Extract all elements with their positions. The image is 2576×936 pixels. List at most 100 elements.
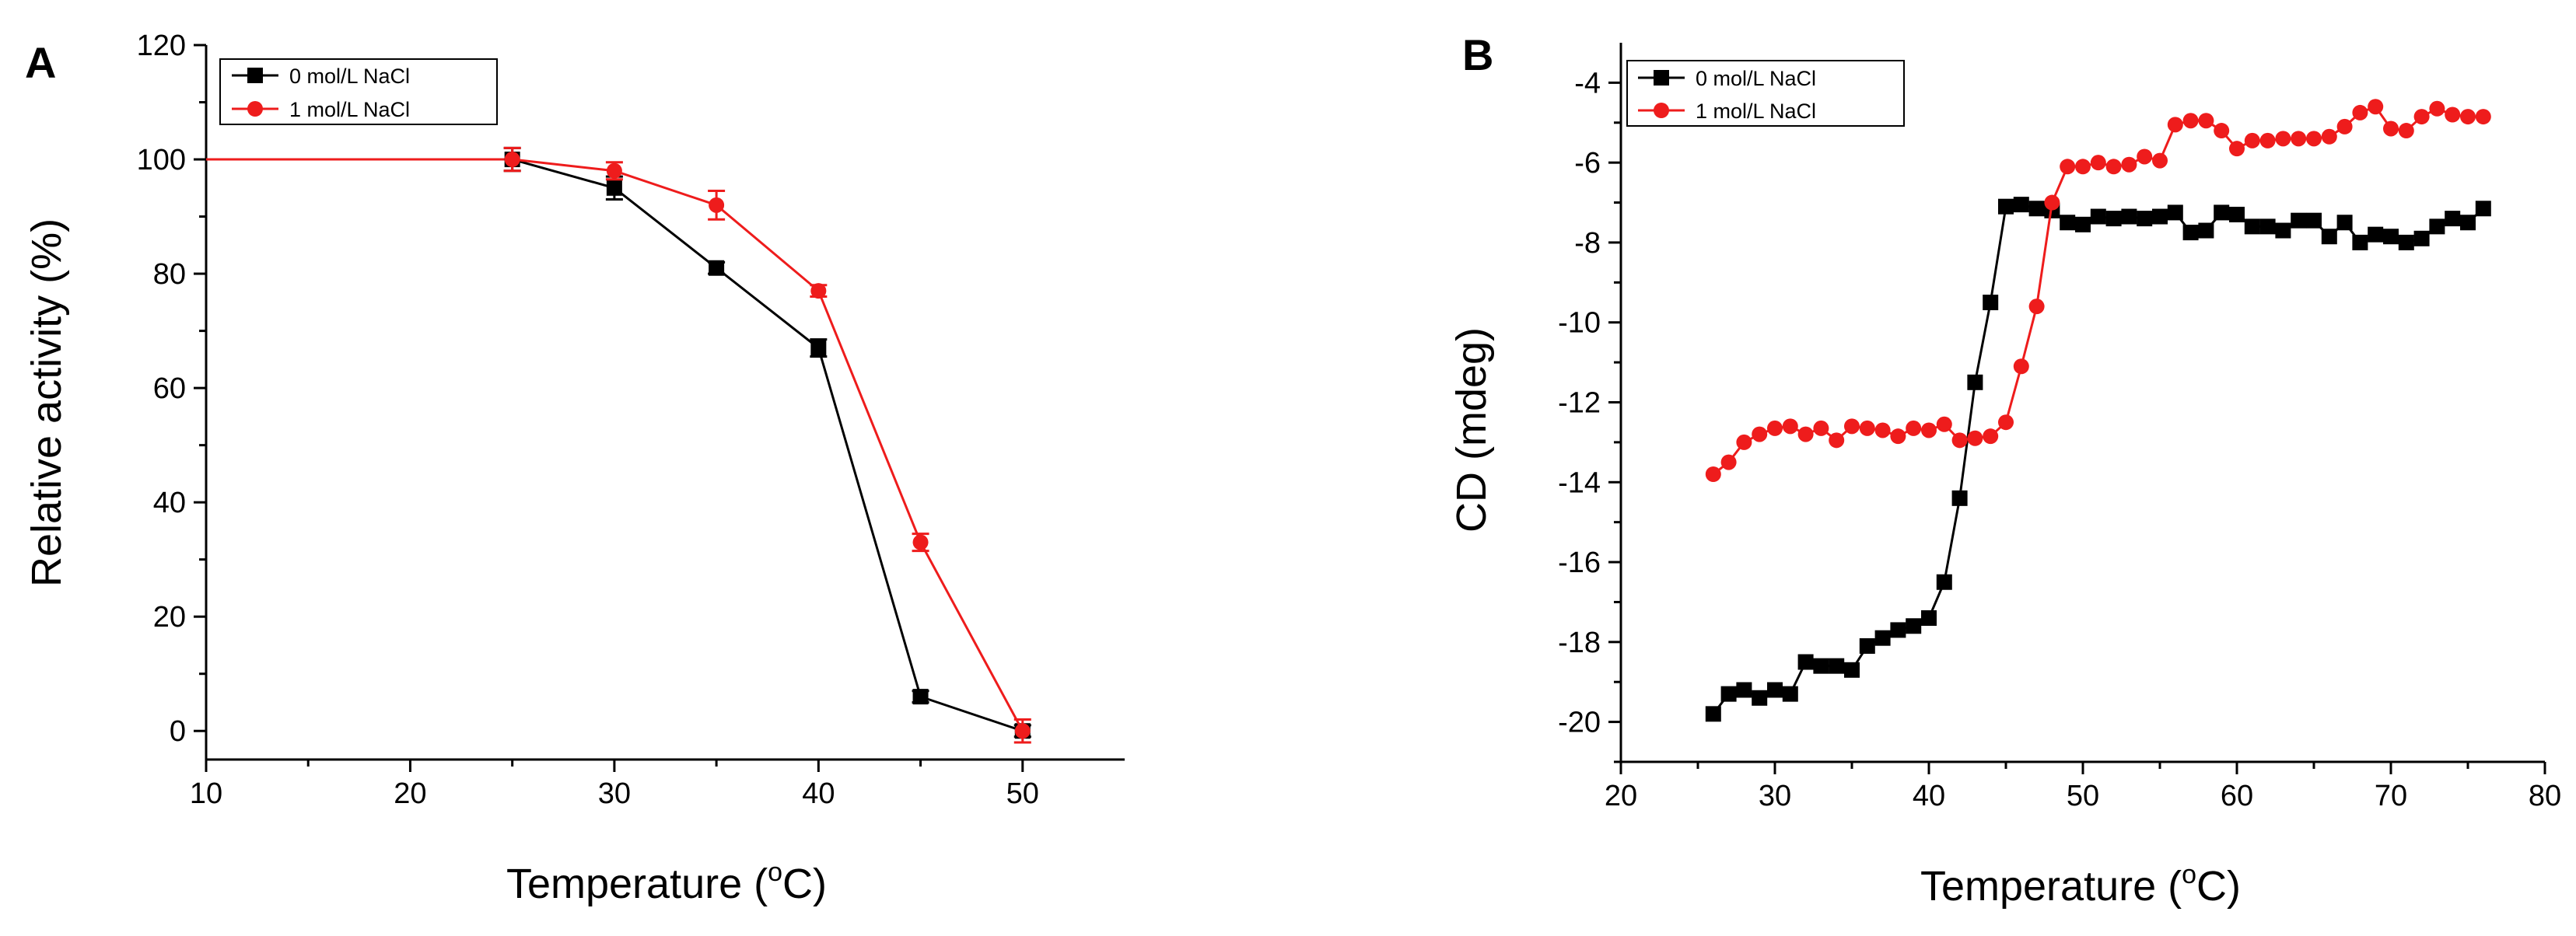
panel-b-y-axis-label: CD (mdeg) — [1448, 327, 1495, 533]
panel-b-data-point — [1859, 420, 1875, 436]
panel-a-y-tick-label: 80 — [153, 258, 186, 291]
panel-a-series-line-0 — [512, 158, 1024, 732]
panel-b-data-point — [2291, 212, 2307, 229]
panel-b-data-point — [2152, 152, 2168, 169]
panel-a-series-line-1 — [512, 158, 1024, 732]
panel-a-data-point — [504, 152, 520, 168]
panel-b-y-tick-label: -4 — [1574, 67, 1601, 100]
panel-b-data-point — [1782, 418, 1798, 435]
panel-b-data-point — [1951, 432, 1968, 449]
panel-b-data-point — [1767, 682, 1783, 698]
panel-a-plot-area — [206, 146, 1031, 744]
panel-a: A 10 20 30 40 50 0 20 40 60 80 100 120 Relative act… — [23, 30, 1125, 907]
panel-b-data-point — [2121, 156, 2137, 173]
panel-b-data-point — [1983, 428, 1999, 445]
panel-b-data-point — [2121, 208, 2137, 225]
panel-b-data-point — [1752, 426, 1768, 442]
panel-b-data-point — [1921, 422, 1937, 438]
panel-b-data-point — [2475, 109, 2491, 125]
panel-b-data-point — [1906, 618, 1922, 634]
panel-b-data-point — [1936, 416, 1952, 432]
panel-b-y-tick-label: -12 — [1558, 387, 1601, 420]
panel-b-data-point — [2013, 197, 2029, 213]
panel-b-data-point — [1736, 434, 1752, 450]
panel-b-data-point — [2445, 107, 2461, 123]
panel-a-legend-marker-0 — [247, 68, 263, 83]
panel-b-data-point — [1936, 574, 1952, 590]
panel-b-data-point — [2275, 131, 2291, 147]
panel-b-y-tick-label: -8 — [1574, 227, 1601, 260]
panel-b-data-point — [2028, 299, 2045, 315]
panel-a-legend-label-1: 1 mol/L NaCl — [289, 98, 410, 121]
panel-a-y-tick-label: 0 — [170, 715, 186, 748]
panel-a-y-tick-label: 40 — [153, 487, 186, 519]
panel-b-y-tick-label: -6 — [1574, 147, 1601, 180]
panel-b-ticks: 20 30 40 50 60 70 80 -20 -18 -16 -14 -12 -10 -8 -6 -4 — [1558, 67, 2561, 812]
panel-a-data-point — [709, 197, 725, 213]
panel-b-data-point — [2383, 229, 2399, 245]
panel-b-data-point — [1874, 422, 1891, 438]
panel-b-data-point — [1859, 637, 1875, 654]
panel-b-data-point — [1921, 610, 1937, 626]
panel-b-data-point — [1951, 490, 1968, 506]
panel-b-data-point — [2383, 120, 2399, 137]
panel-b-data-point — [2044, 194, 2060, 211]
panel-b-data-point — [1890, 622, 1906, 638]
panel-b-legend-box — [1626, 60, 1905, 127]
panel-b-data-point — [2368, 99, 2384, 115]
panel-b-y-tick-label: -14 — [1558, 466, 1601, 499]
panel-b-x-tick-label: 70 — [2375, 780, 2407, 812]
panel-b-data-point — [2321, 229, 2337, 245]
panel-b-data-point — [2198, 222, 2214, 239]
panel-b-data-point — [1813, 420, 1829, 436]
panel-b-data-point — [2291, 131, 2307, 147]
panel-b-data-point — [1813, 658, 1829, 674]
panel-b-data-point — [1844, 662, 1860, 678]
panel-b-data-point — [1890, 428, 1906, 445]
panel-a-data-point — [912, 534, 929, 550]
panel-b-data-point — [2090, 208, 2106, 225]
panel-b-data-point — [2060, 215, 2076, 231]
panel-b-data-point — [2137, 148, 2153, 165]
panel-b-legend-marker-1 — [1654, 103, 1669, 118]
panel-b-legend-label-1: 1 mol/L NaCl — [1696, 100, 1816, 123]
panel-b-y-tick-label: -16 — [1558, 547, 1601, 579]
panel-b-x-tick-label: 80 — [2529, 780, 2561, 812]
panel-b-data-point — [2182, 225, 2199, 241]
panel-b-data-point — [2413, 109, 2430, 125]
panel-b-x-tick-label: 40 — [1913, 780, 1945, 812]
panel-b-data-point — [2105, 159, 2122, 175]
panel-a-x-tick-label: 10 — [190, 777, 222, 810]
panel-b-data-point — [2229, 206, 2245, 222]
panel-b-data-point — [1720, 454, 1737, 470]
panel-b-x-tick-label: 20 — [1605, 780, 1637, 812]
panel-b-data-point — [2198, 113, 2214, 129]
panel-a-data-point — [810, 340, 827, 356]
panel-b-data-point — [2075, 216, 2091, 232]
panel-b-data-point — [1998, 414, 2014, 431]
panel-b-data-point — [2090, 155, 2106, 171]
panel-a-x-axis-label: Temperature (oC) — [506, 857, 827, 907]
panel-b-data-point — [2028, 201, 2045, 217]
panel-b-data-point — [2105, 211, 2122, 227]
panel-a-data-point — [709, 260, 725, 276]
panel-b-data-point — [2137, 211, 2153, 227]
panel-b-data-point — [1983, 295, 1999, 311]
panel-a-x-tick-label: 20 — [394, 777, 426, 810]
panel-b-data-point — [2182, 113, 2199, 129]
panel-b-data-point — [2167, 204, 2183, 221]
panel-b-data-point — [1705, 706, 1721, 722]
panel-a-y-axis-label: Relative activity (%) — [23, 218, 70, 587]
panel-a-legend-marker-1 — [247, 101, 263, 117]
panel-b-data-point — [1829, 658, 1845, 674]
panel-b: B 20 30 40 50 60 70 80 -20 -18 -16 -14 -12 -10 -8 -6 -4… — [1448, 30, 2561, 910]
panel-a-y-tick-label: 120 — [137, 30, 186, 62]
panel-b-data-point — [2336, 118, 2353, 134]
panel-b-data-point — [2429, 218, 2445, 235]
panel-b-data-point — [2398, 234, 2414, 250]
panel-b-data-point — [2398, 123, 2414, 139]
panel-b-legend: 0 mol/L NaCl 1 mol/L NaCl — [1626, 60, 1905, 127]
panel-b-x-tick-label: 30 — [1759, 780, 1791, 812]
panel-b-data-point — [2460, 215, 2476, 231]
panel-b-data-point — [1967, 374, 1983, 390]
